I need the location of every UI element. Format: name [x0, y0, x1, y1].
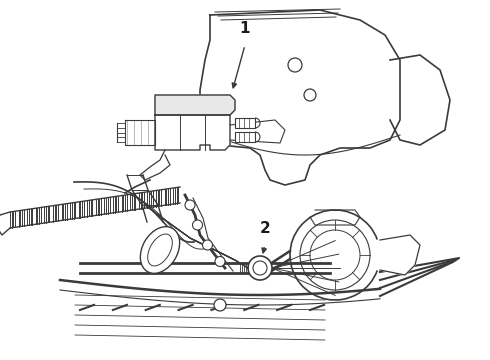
Text: 2: 2 — [260, 220, 270, 235]
Bar — [235, 132, 255, 142]
Ellipse shape — [147, 234, 172, 266]
Circle shape — [288, 58, 302, 72]
Circle shape — [185, 200, 195, 210]
Circle shape — [215, 256, 225, 266]
Circle shape — [214, 299, 226, 311]
Circle shape — [248, 256, 272, 280]
Polygon shape — [125, 120, 155, 145]
Circle shape — [304, 89, 316, 101]
Polygon shape — [200, 10, 400, 185]
Polygon shape — [230, 120, 285, 143]
Bar — [235, 118, 255, 128]
Polygon shape — [310, 210, 360, 225]
Polygon shape — [140, 150, 170, 180]
Polygon shape — [155, 115, 230, 150]
Ellipse shape — [140, 227, 180, 273]
Circle shape — [253, 261, 267, 275]
Polygon shape — [390, 55, 450, 145]
Text: 1: 1 — [240, 21, 250, 36]
Polygon shape — [0, 212, 10, 235]
Polygon shape — [155, 95, 235, 115]
Polygon shape — [380, 235, 420, 275]
Circle shape — [202, 240, 213, 250]
Circle shape — [193, 220, 202, 230]
